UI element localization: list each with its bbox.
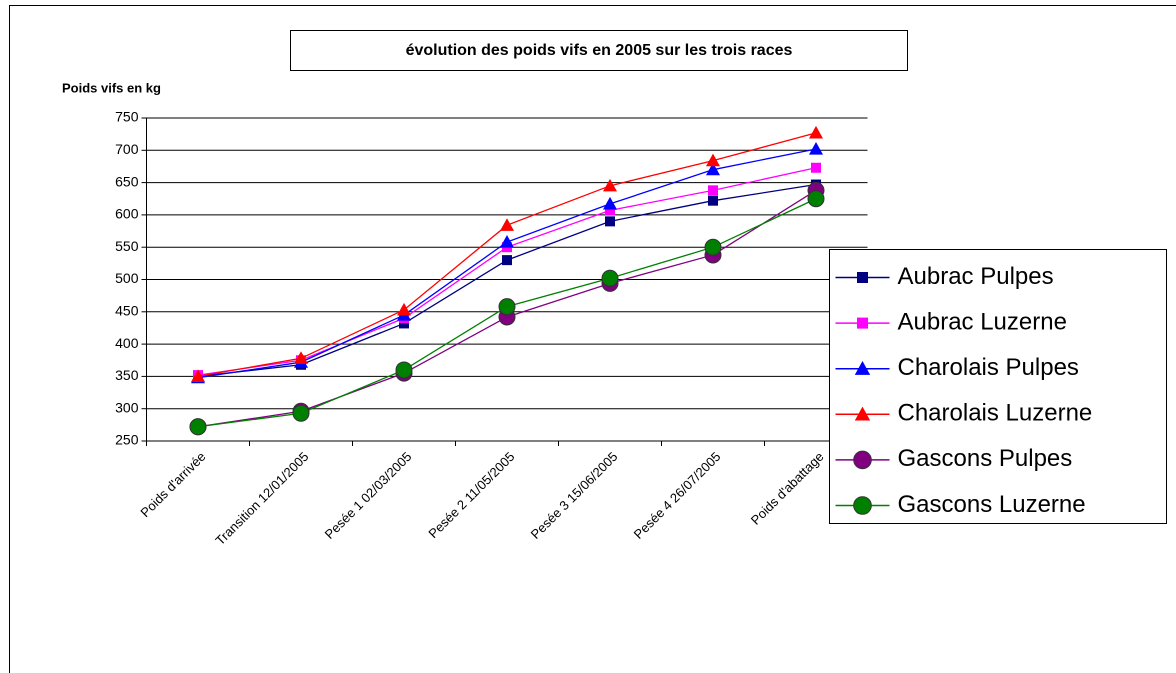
marker [500, 218, 514, 231]
legend-label: Gascons Luzerne [898, 491, 1086, 518]
marker [704, 238, 722, 256]
marker [857, 317, 868, 329]
legend-label: Charolais Luzerne [898, 400, 1093, 427]
marker [603, 196, 617, 210]
x-tick-label: Pesée 4 26/07/2005 [631, 449, 724, 542]
marker [397, 302, 411, 316]
y-tick-label: 450 [115, 303, 139, 319]
marker [809, 125, 823, 139]
legend-label: Charolais Pulpes [898, 354, 1079, 381]
y-tick-label: 700 [115, 141, 139, 157]
y-tick-label: 250 [115, 432, 139, 448]
marker [498, 298, 516, 316]
x-tick-label: Transition 12/01/2005 [212, 449, 311, 548]
marker [399, 318, 409, 329]
marker [605, 205, 615, 216]
x-tick-label: Pesée 3 15/06/2005 [528, 449, 621, 542]
marker [854, 361, 871, 375]
marker [857, 272, 868, 283]
marker [853, 450, 872, 470]
series [193, 179, 821, 382]
marker [807, 190, 825, 208]
y-tick-label: 600 [115, 206, 139, 222]
y-tick-label: 300 [115, 399, 139, 415]
marker [395, 361, 413, 379]
marker [706, 153, 720, 167]
marker [292, 404, 310, 422]
marker [708, 185, 718, 196]
y-tick-label: 550 [115, 238, 139, 254]
series-line [197, 132, 817, 378]
x-tick-label: Poids d'arrivée [137, 449, 208, 520]
title-box [290, 30, 908, 71]
marker [811, 162, 821, 173]
y-tick-label: 650 [115, 173, 139, 189]
series-line [197, 183, 817, 378]
y-tick-label: 400 [115, 335, 139, 351]
marker [809, 142, 823, 155]
legend-label: Aubrac Pulpes [898, 263, 1054, 290]
marker [191, 369, 205, 382]
series [193, 162, 821, 381]
marker [601, 269, 619, 287]
y-tick-label: 750 [115, 109, 139, 125]
marker [502, 255, 512, 266]
y-tick-label: 350 [115, 367, 139, 383]
marker [603, 178, 617, 192]
marker [853, 496, 872, 515]
x-tick-label: Pesée 2 11/05/2005 [425, 449, 517, 541]
marker [708, 195, 718, 206]
marker [605, 216, 615, 227]
marker [854, 406, 871, 421]
marker [706, 162, 720, 176]
chart-title: évolution des poids vifs en 2005 sur les… [406, 42, 793, 59]
marker [500, 235, 514, 248]
marker [189, 418, 207, 436]
y-tick-label: 500 [115, 270, 139, 286]
y-axis-label: Poids vifs en kg [62, 80, 161, 95]
series [191, 125, 823, 382]
x-tick-label: Pesée 1 02/03/2005 [322, 449, 415, 542]
legend-label: Aubrac Luzerne [898, 308, 1067, 335]
legend-box [829, 249, 1167, 524]
legend-label: Gascons Pulpes [898, 445, 1073, 472]
x-tick-label: Poids d'abattage [748, 449, 827, 528]
series [189, 190, 825, 436]
marker [294, 351, 308, 364]
